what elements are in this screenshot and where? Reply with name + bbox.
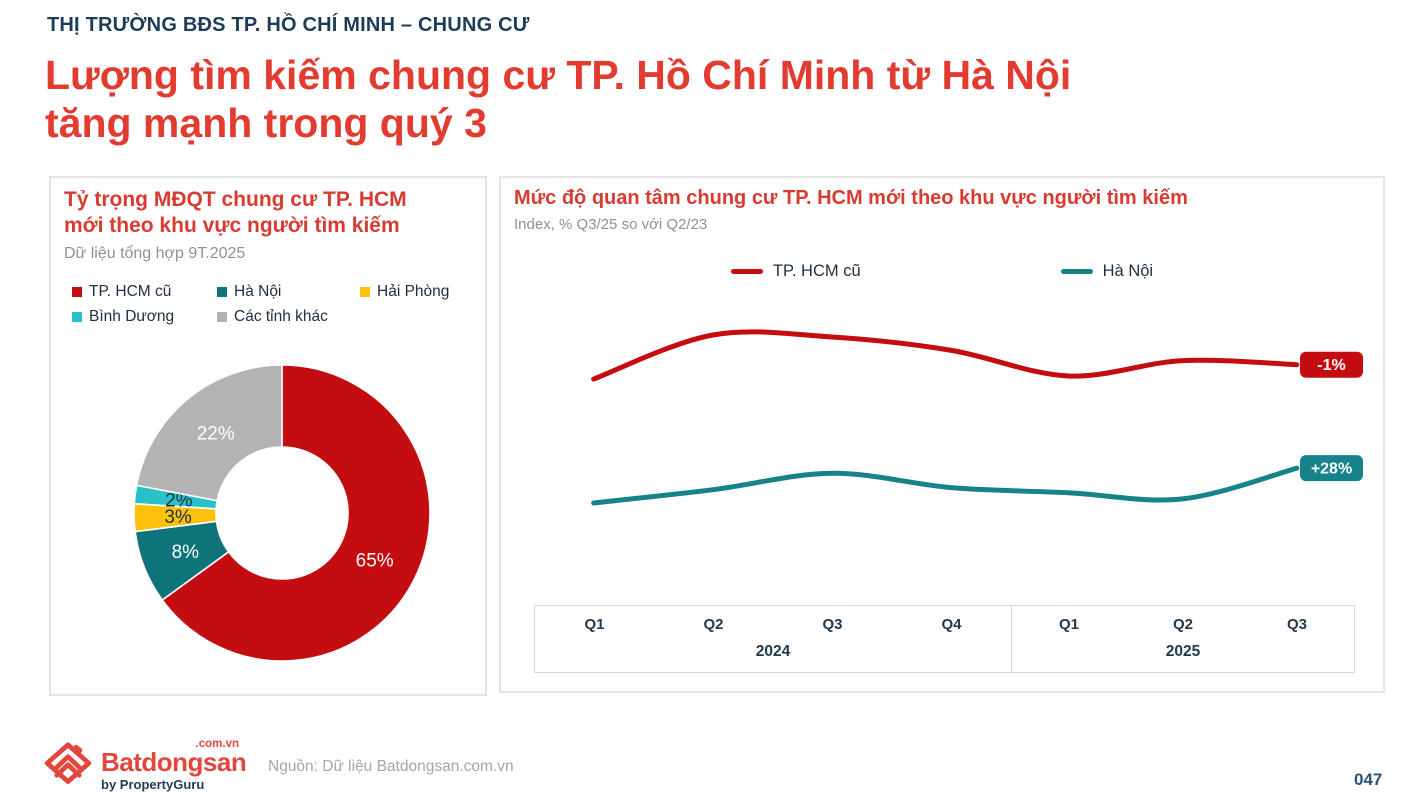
donut-value-label-2: 3% — [164, 507, 192, 528]
legend-swatch-red — [72, 286, 82, 297]
logo-name: Batdongsan — [101, 747, 247, 777]
legend-label: Hà Nội — [234, 282, 282, 300]
page-title: Lượng tìm kiếm chung cư TP. Hồ Chí Minh … — [45, 52, 1072, 146]
legend-item-tp-hcm-cu: TP. HCM cũ — [72, 283, 217, 301]
legend-swatch-teal — [217, 286, 227, 297]
end-label-text-0: -1% — [1317, 357, 1345, 374]
donut-panel-title: Tỷ trọng MĐQT chung cư TP. HCM mới theo … — [64, 188, 407, 238]
line-panel-subtitle: Index, % Q3/25 so với Q2/23 — [514, 216, 708, 233]
legend-label: TP. HCM cũ — [772, 262, 861, 280]
legend-item-ha-noi: Hà Nội — [217, 283, 360, 301]
quarter-row: Q1 Q2 Q3 Q4 — [535, 606, 1011, 643]
batdongsan-house-icon — [44, 742, 92, 784]
axis-year-label: 2025 — [1165, 643, 1201, 660]
donut-legend: TP. HCM cũ Hà Nội Hải Phòng Bình Dương C… — [72, 283, 472, 326]
donut-value-label-0: 65% — [356, 551, 394, 572]
line-series-0 — [591, 329, 1300, 382]
legend-swatch-cyan — [72, 311, 82, 322]
axis-tick: Q1 — [1058, 616, 1079, 633]
line-panel-title: Mức độ quan tâm chung cư TP. HCM mới the… — [514, 187, 1188, 209]
legend-item-binh-duong: Bình Dương — [72, 308, 217, 326]
axis-tick: Q2 — [703, 616, 724, 633]
donut-slice-0 — [161, 364, 431, 662]
axis-tick: Q1 — [584, 616, 605, 633]
donut-value-label-4: 22% — [197, 423, 235, 444]
batdongsan-logo: .com.vn Batdongsan by PropertyGuru — [44, 737, 247, 792]
axis-tick: Q3 — [822, 616, 843, 633]
legend-label: Hải Phòng — [377, 282, 450, 300]
donut-panel-subtitle: Dữ liệu tổng hợp 9T.2025 — [64, 244, 246, 262]
axis-year-label: 2024 — [755, 643, 791, 660]
legend-swatch-gray — [217, 311, 227, 322]
legend-dash-teal — [1060, 269, 1093, 274]
donut-slice-4 — [135, 364, 283, 502]
axis-section-2025: Q1 Q2 Q3 2025 — [1012, 606, 1354, 672]
line-legend: TP. HCM cũ Hà Nội — [501, 262, 1383, 281]
donut-value-label-3: 2% — [165, 490, 193, 511]
legend-swatch-yellow — [360, 286, 370, 297]
page-number: 047 — [1354, 770, 1383, 789]
legend-item-series-hcm: TP. HCM cũ — [730, 262, 861, 281]
end-label-badge-0 — [1300, 351, 1363, 378]
x-axis-box: Q1 Q2 Q3 Q4 2024 Q1 Q2 Q3 2025 — [534, 605, 1355, 673]
axis-section-2024: Q1 Q2 Q3 Q4 2024 — [535, 606, 1012, 672]
legend-item-hai-phong: Hải Phòng — [360, 283, 472, 301]
legend-item-cac-tinh-khac: Các tỉnh khác — [217, 308, 360, 326]
quarter-row: Q1 Q2 Q3 — [1012, 606, 1354, 643]
legend-item-series-hanoi: Hà Nội — [1060, 262, 1154, 281]
axis-tick: Q4 — [941, 616, 962, 633]
axis-tick: Q2 — [1172, 616, 1193, 633]
source-note: Nguồn: Dữ liệu Batdongsan.com.vn — [268, 758, 514, 775]
legend-label: Các tỉnh khác — [234, 307, 328, 325]
line-series-1 — [591, 465, 1300, 506]
line-panel: Mức độ quan tâm chung cư TP. HCM mới the… — [499, 176, 1385, 693]
end-label-badge-1 — [1300, 455, 1363, 482]
logo-domain: .com.vn — [195, 738, 239, 750]
kicker: THỊ TRƯỜNG BĐS TP. HỒ CHÍ MINH – CHUNG C… — [47, 14, 530, 36]
line-chart-svg: -1% +28% — [591, 329, 1363, 506]
logo-byline: by PropertyGuru — [101, 777, 205, 792]
logo-wordmark: .com.vn Batdongsan by PropertyGuru — [101, 737, 247, 792]
donut-value-label-1: 8% — [172, 542, 200, 563]
legend-label: Bình Dương — [89, 307, 175, 325]
donut-chart-svg: 65% 8% 3%2% 22% — [133, 364, 431, 662]
legend-label: Hà Nội — [1102, 262, 1154, 280]
donut-panel: Tỷ trọng MĐQT chung cư TP. HCM mới theo … — [49, 176, 487, 696]
legend-label: TP. HCM cũ — [89, 282, 172, 300]
axis-tick: Q3 — [1286, 616, 1307, 633]
end-label-text-1: +28% — [1311, 461, 1352, 478]
legend-dash-red — [730, 269, 763, 274]
